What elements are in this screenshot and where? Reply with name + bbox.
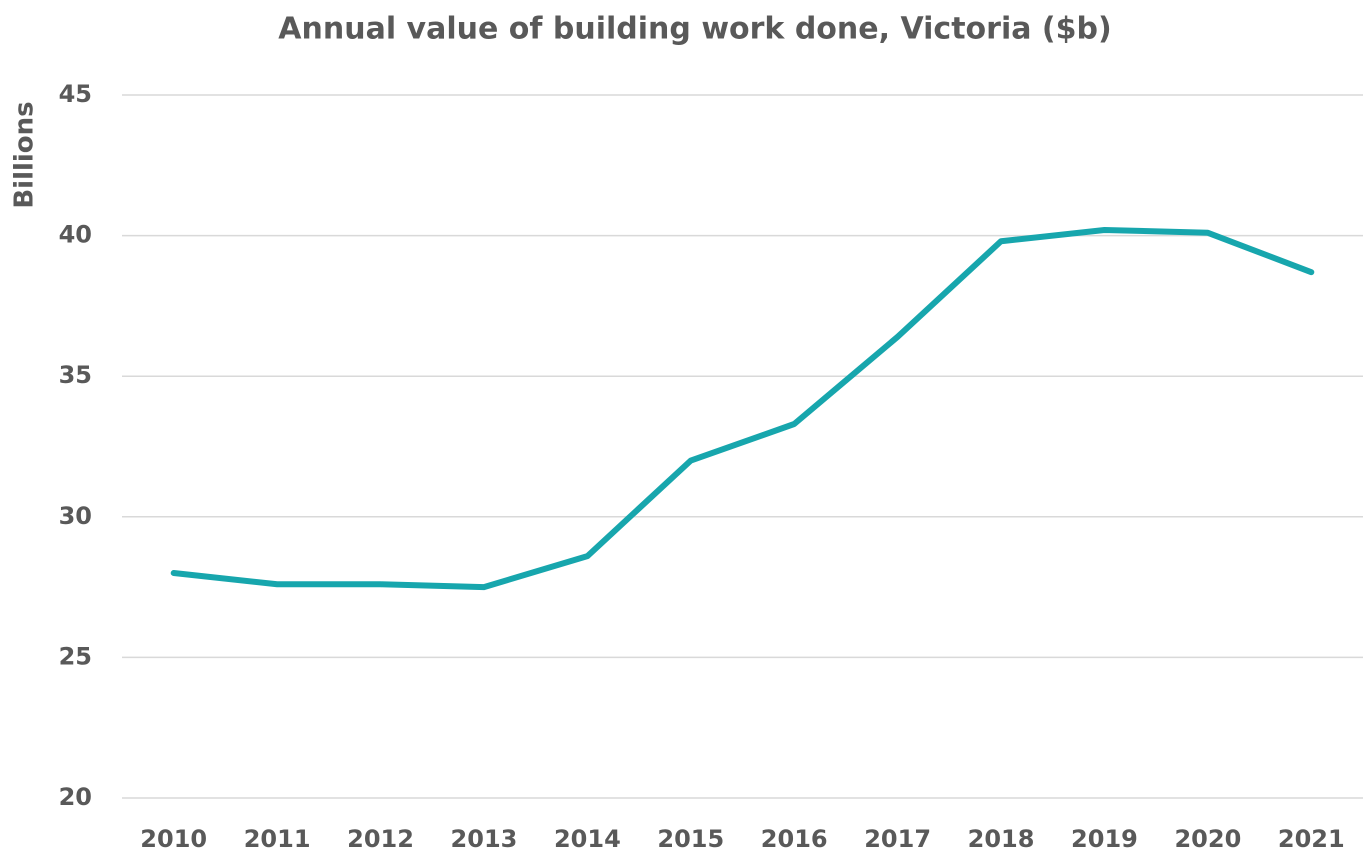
x-tick-label: 2017 <box>864 825 931 853</box>
y-tick-label: 35 <box>59 361 92 389</box>
x-tick-label: 2011 <box>244 825 311 853</box>
x-tick-label: 2020 <box>1174 825 1241 853</box>
chart-title: Annual value of building work done, Vict… <box>278 12 1111 47</box>
x-tick-label: 2012 <box>347 825 414 853</box>
x-tick-label: 2016 <box>761 825 828 853</box>
y-axis-label: Billions <box>10 101 40 208</box>
x-tick-label: 2018 <box>968 825 1035 853</box>
y-tick-label: 40 <box>59 221 92 249</box>
y-tick-label: 20 <box>59 783 92 811</box>
x-tick-label: 2013 <box>451 825 518 853</box>
x-tick-label: 2010 <box>140 825 207 853</box>
y-tick-label: 25 <box>59 642 92 670</box>
x-tick-label: 2021 <box>1278 825 1345 853</box>
data-line <box>174 230 1312 587</box>
chart: Annual value of building work done, Vict… <box>0 0 1363 864</box>
x-tick-label: 2015 <box>657 825 724 853</box>
y-tick-label: 30 <box>59 502 92 530</box>
y-tick-label: 45 <box>59 80 92 108</box>
x-tick-label: 2019 <box>1071 825 1138 853</box>
x-tick-label: 2014 <box>554 825 621 853</box>
